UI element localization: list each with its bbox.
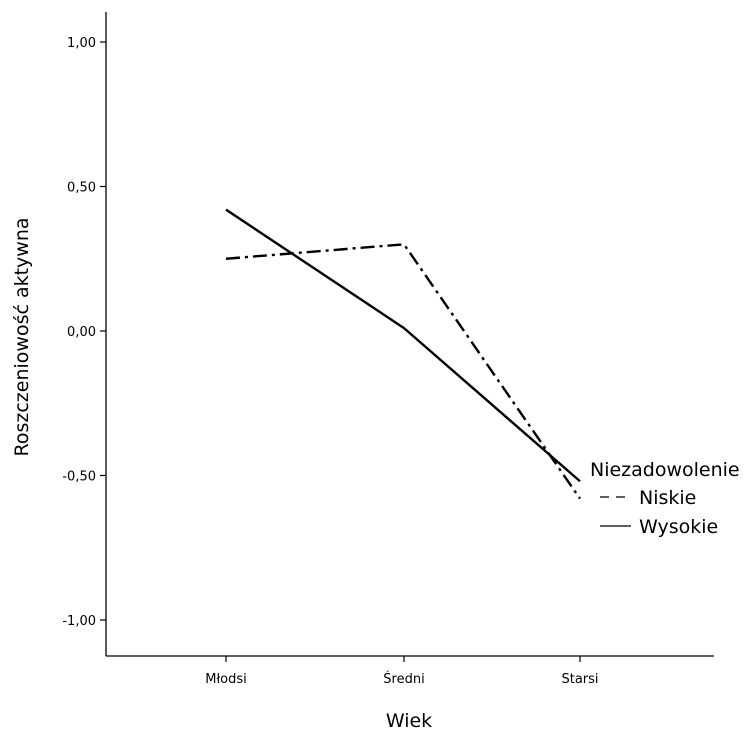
x-tick-group: Młodsi Średni Starsi — [205, 656, 599, 687]
y-tick-label: 0,50 — [67, 181, 96, 196]
y-tick-group: 1,00 0,50 0,00 -0,50 -1,00 — [62, 36, 106, 629]
y-tick-label: -1,00 — [62, 614, 96, 629]
y-tick-label: 1,00 — [67, 36, 96, 51]
x-tick-label: Starsi — [561, 672, 598, 687]
legend-label-wysokie: Wysokie — [639, 516, 718, 538]
legend-label-niskie: Niskie — [639, 487, 696, 509]
y-tick-label: -0,50 — [62, 470, 96, 485]
series-line-niskie — [225, 243, 581, 500]
series-group — [225, 208, 581, 500]
x-axis-title: Wiek — [386, 710, 432, 732]
y-axis-title: Roszczeniowość aktywna — [11, 217, 33, 456]
y-tick-label: 0,00 — [67, 325, 96, 340]
legend-title: Niezadowolenie — [590, 459, 740, 481]
x-tick-label: Średni — [383, 671, 424, 687]
x-tick-label: Młodsi — [205, 672, 247, 687]
legend: Niezadowolenie Niskie Wysokie — [590, 459, 740, 538]
series-line-wysokie — [225, 208, 581, 483]
